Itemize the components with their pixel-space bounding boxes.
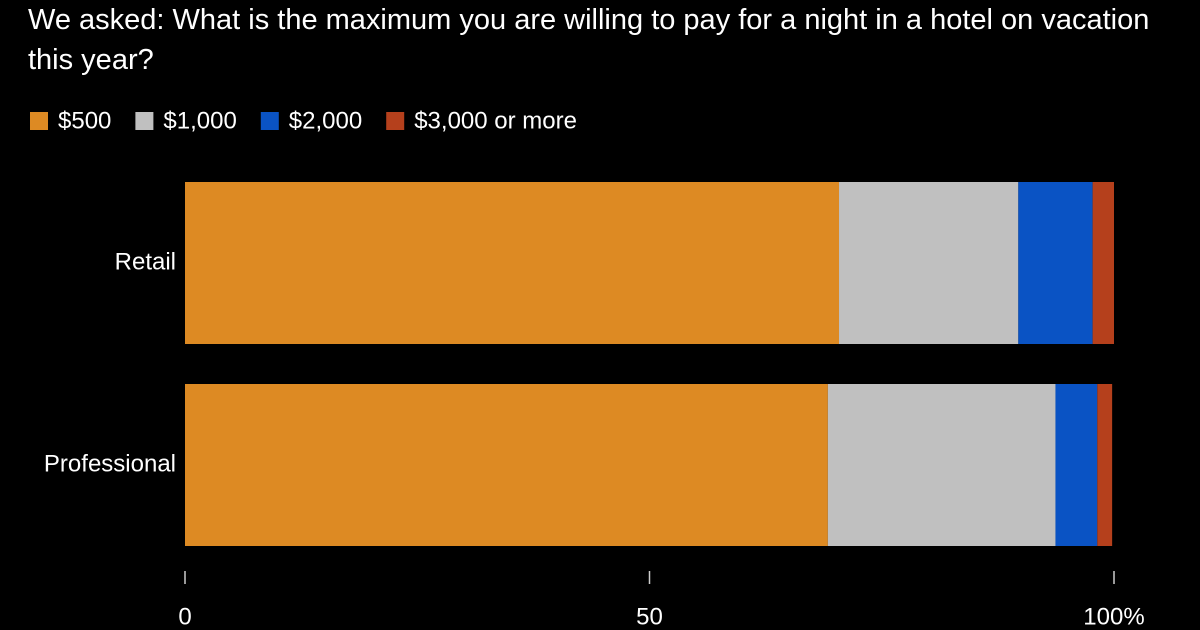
bar-segment — [1097, 384, 1113, 546]
bar-segment — [1055, 384, 1098, 546]
bar-segment — [185, 384, 828, 546]
bar-segment — [185, 182, 840, 344]
bar-segment — [839, 182, 1019, 344]
category-label: Retail — [115, 248, 176, 275]
legend-label: $500 — [58, 107, 111, 134]
legend-swatch — [30, 112, 48, 130]
legend-swatch — [386, 112, 405, 130]
legend-label: $1,000 — [163, 107, 236, 134]
category-label: Professional — [44, 450, 176, 477]
x-tick-label: 100% — [1083, 603, 1144, 630]
legend-swatch — [260, 112, 279, 130]
x-tick-label: 50 — [636, 603, 663, 630]
subtitle: We asked: What is the maximum you are wi… — [28, 4, 1150, 76]
bar-segment — [1092, 182, 1114, 344]
bar-segment — [827, 384, 1056, 546]
legend-label: $3,000 or more — [414, 107, 577, 134]
legend-label: $2,000 — [289, 107, 362, 134]
x-tick-label: 0 — [178, 603, 191, 630]
legend-swatch — [135, 112, 154, 130]
bar-segment — [1018, 182, 1093, 344]
